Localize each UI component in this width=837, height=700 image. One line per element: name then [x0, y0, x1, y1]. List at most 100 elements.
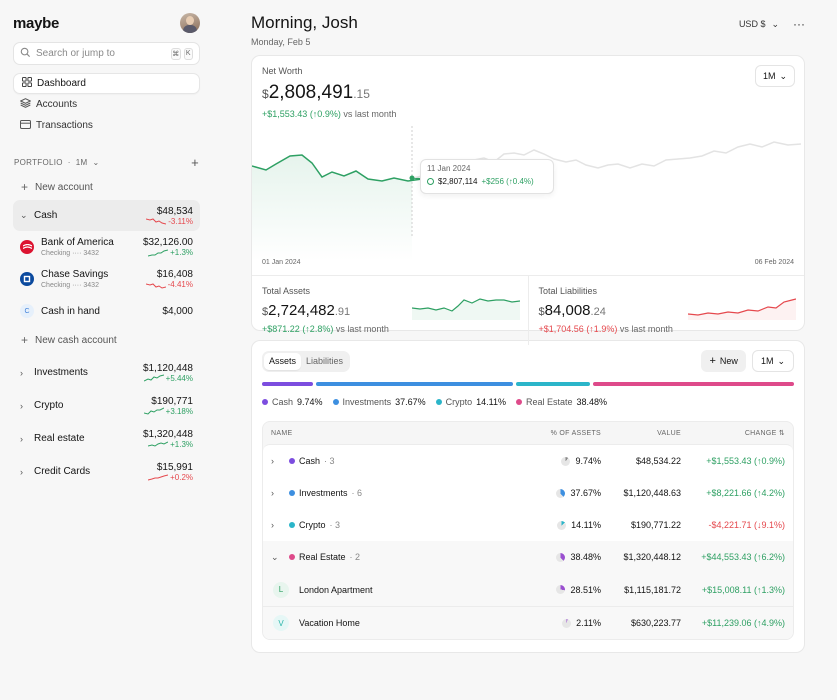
- app-logo[interactable]: maybe: [13, 14, 60, 32]
- chevron-right-icon[interactable]: ›: [271, 488, 274, 498]
- row-name: Crypto: [299, 520, 326, 530]
- account-amount: $16,408: [156, 269, 193, 280]
- delta-amount: +$1,553.43: [262, 109, 308, 119]
- nav-dashboard-label: Dashboard: [37, 78, 86, 89]
- group-credit-cards[interactable]: › Credit Cards $15,991 +0.2%: [13, 456, 200, 487]
- group-real-estate-amount: $1,320,448: [142, 428, 193, 440]
- row-value: $1,115,181.72: [624, 584, 681, 595]
- chevron-right-icon[interactable]: ›: [271, 520, 274, 530]
- allocation-period-select[interactable]: 1M ⌄: [751, 350, 794, 372]
- net-worth-line-chart: [252, 126, 801, 261]
- chevron-right-icon[interactable]: ›: [271, 456, 274, 466]
- total-assets-card: Total Assets $2,724,482.91 +$871.22 (↑2.…: [252, 276, 528, 345]
- tooltip-date: 11 Jan 2024: [427, 164, 471, 173]
- row-value: $1,120,448.63: [623, 488, 681, 498]
- net-worth-period-select[interactable]: 1M ⌄: [755, 65, 795, 87]
- more-options-icon[interactable]: ···: [793, 17, 805, 31]
- currency-symbol: $: [262, 306, 269, 318]
- add-account-plus-icon[interactable]: +: [191, 154, 199, 170]
- chevron-down-icon: ⌄: [20, 210, 28, 220]
- currency-select[interactable]: USD $ ⌄: [739, 19, 779, 30]
- table-row[interactable]: ⌄ Real Estate · 2 38.48% $1,320,448.12 +$4…: [263, 541, 793, 573]
- chart-end-date: 06 Feb 2024: [754, 259, 794, 266]
- table-row[interactable]: › Cash · 3 9.74% $48,534.22 +$1,553.43 (↑0…: [263, 445, 793, 477]
- search-box[interactable]: ⌘ K: [13, 42, 200, 65]
- group-cash-amount: $48,534: [156, 205, 193, 217]
- group-cash[interactable]: ⌄ Cash $48,534 -3.11%: [13, 200, 200, 231]
- col-change-label: CHANGE: [744, 430, 777, 437]
- nav-dashboard[interactable]: Dashboard: [13, 73, 200, 94]
- investments-sparkline: [143, 374, 164, 382]
- account-sparkline: [145, 282, 166, 289]
- new-account-button[interactable]: + New account: [13, 176, 200, 198]
- row-name: London Apartment: [299, 584, 373, 595]
- net-worth-delta: +$1,553.43 (↑0.9%) vs last month: [262, 109, 794, 119]
- table-child-row[interactable]: L London Apartment 28.51% $1,115,181.72 +…: [263, 573, 793, 606]
- chevron-down-icon: ⌄: [771, 18, 779, 29]
- net-worth-whole: 2,808,491: [268, 82, 354, 103]
- account-name: Cash in hand: [41, 305, 100, 317]
- table-row[interactable]: › Crypto · 3 14.11% $190,771.22 -$4,221.71…: [263, 509, 793, 541]
- liabilities-sparkline: [688, 298, 796, 320]
- col-value: VALUE: [657, 429, 681, 437]
- assets-delta: +$871.22: [262, 324, 300, 334]
- net-worth-line-future: [411, 141, 801, 179]
- account-change: -4.41%: [167, 280, 193, 289]
- chart-tooltip: 11 Jan 2024 $2,807,114 +$256 (↑0.4%): [420, 159, 554, 194]
- portfolio-label: PORTFOLIO: [14, 157, 63, 167]
- nav-accounts[interactable]: Accounts: [13, 94, 200, 115]
- chevron-down-icon: ⌄: [92, 157, 100, 167]
- bank-of-america-logo-icon: [20, 240, 34, 254]
- new-asset-button[interactable]: + New: [701, 350, 746, 372]
- account-chase-savings[interactable]: Chase Savings Checking ···· 3432 $16,408…: [13, 263, 200, 295]
- main-content: Morning, Josh Monday, Feb 5 USD $ ⌄ ··· …: [213, 0, 837, 700]
- chevron-right-icon: ›: [20, 433, 23, 444]
- account-cash-in-hand[interactable]: C Cash in hand $4,000: [13, 295, 200, 327]
- group-crypto-amount: $190,771: [151, 395, 193, 407]
- real-estate-sparkline: [148, 441, 169, 447]
- col-change[interactable]: CHANGE ⇅: [681, 429, 785, 437]
- net-worth-chart[interactable]: 11 Jan 2024 $2,807,114 +$256 (↑0.4%): [252, 126, 804, 261]
- table-child-row[interactable]: V Vacation Home 2.11% $630,223.77 +$11,23…: [263, 606, 793, 639]
- legend-dot: [332, 399, 339, 405]
- net-worth-label: Net Worth: [262, 66, 303, 76]
- new-cash-account-button[interactable]: + New cash account: [13, 329, 200, 351]
- pie-icon: [561, 456, 571, 466]
- page-title: Morning, Josh: [251, 13, 358, 32]
- card-icon: [20, 119, 31, 132]
- currency-symbol: $: [538, 306, 545, 318]
- net-worth-area-fill: [252, 155, 432, 261]
- chevron-right-icon: ›: [20, 466, 23, 477]
- user-avatar[interactable]: [180, 13, 200, 33]
- tab-assets[interactable]: Assets: [264, 352, 302, 370]
- group-investments-amount: $1,120,448: [142, 362, 193, 374]
- chevron-down-icon[interactable]: ⌄: [271, 551, 279, 562]
- group-credit-cards-name: Credit Cards: [34, 466, 91, 477]
- pie-icon: [556, 585, 566, 594]
- grid-icon: [21, 77, 32, 90]
- legend-dot: [262, 399, 268, 405]
- legend-name: Crypto: [445, 397, 473, 407]
- category-dot: [289, 522, 295, 528]
- net-worth-value: $2,808,491.15: [262, 82, 794, 104]
- portfolio-period-toggle[interactable]: PORTFOLIO · 1M ⌄: [14, 158, 100, 167]
- nav-transactions[interactable]: Transactions: [13, 115, 200, 136]
- portfolio-period: 1M: [75, 157, 88, 167]
- net-worth-decimal: .15: [353, 87, 370, 101]
- account-sub: Checking ···· 3432: [41, 250, 99, 257]
- credit-cards-sparkline: [148, 474, 169, 481]
- tab-liabilities[interactable]: Liabilities: [306, 356, 344, 366]
- group-crypto[interactable]: › Crypto $190,771 +3.18%: [13, 390, 200, 421]
- search-input[interactable]: [36, 48, 168, 59]
- total-liabilities-whole: 84,008: [544, 302, 591, 319]
- assets-table: NAME % OF ASSETS VALUE CHANGE ⇅ › Cash · 3…: [262, 421, 794, 640]
- account-sub: Checking ···· 3432: [41, 282, 99, 289]
- group-real-estate[interactable]: › Real estate $1,320,448 +1.3%: [13, 423, 200, 454]
- group-investments[interactable]: › Investments $1,120,448 +5.44%: [13, 357, 200, 388]
- chevron-right-icon: ›: [20, 367, 23, 378]
- allocation-segment: [516, 382, 590, 386]
- account-bank-of-america[interactable]: Bank of America Checking ···· 3432 $32,1…: [13, 231, 200, 263]
- table-row[interactable]: › Investments · 6 37.67% $1,120,448.63 +$8…: [263, 477, 793, 509]
- account-change: +1.3%: [170, 248, 193, 257]
